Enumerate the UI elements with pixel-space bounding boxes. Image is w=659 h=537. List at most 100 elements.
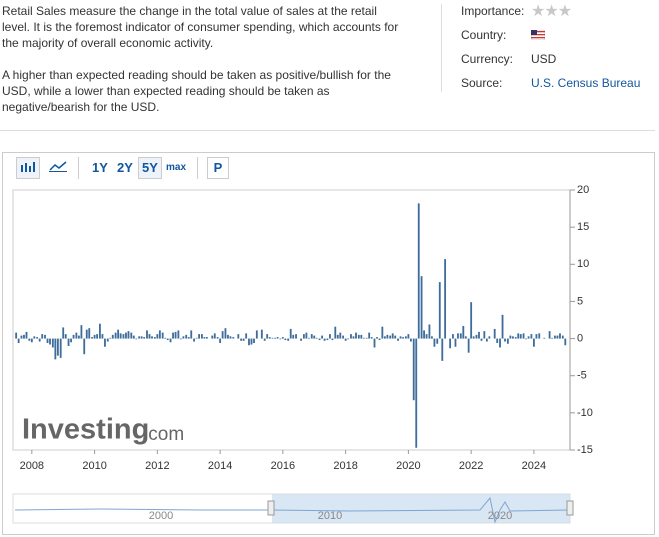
bar (125, 332, 127, 339)
bar (198, 334, 201, 339)
bar (436, 338, 439, 344)
bar (483, 331, 486, 339)
bar (350, 334, 352, 339)
line-icon (49, 161, 67, 172)
range-button[interactable]: 1Y (92, 160, 108, 175)
bar (185, 334, 188, 339)
bar (428, 324, 431, 339)
bar (525, 338, 527, 340)
bar (360, 334, 363, 339)
bar (329, 334, 331, 339)
bar (127, 331, 130, 339)
bar (438, 282, 441, 339)
bar (62, 327, 65, 339)
bar-chart-button[interactable] (16, 157, 40, 179)
bar (409, 338, 412, 342)
bar (551, 337, 554, 339)
bar (237, 334, 240, 339)
pan-button[interactable]: P (207, 157, 229, 179)
bar (64, 334, 67, 339)
importance-stars: ★★★ (531, 3, 572, 20)
bar (342, 335, 345, 339)
bar (281, 337, 284, 339)
bar (457, 333, 459, 339)
bar (295, 334, 297, 339)
source-link[interactable]: U.S. Census Bureau (531, 76, 641, 90)
bar (496, 338, 499, 344)
bar (334, 326, 337, 339)
bar (538, 333, 541, 339)
bar (310, 334, 313, 339)
bar (219, 338, 222, 344)
navigator-label: 2020 (488, 510, 512, 522)
bar (195, 337, 198, 339)
bar (143, 337, 146, 339)
bar (433, 338, 436, 347)
bar (41, 334, 44, 339)
bar (336, 334, 339, 339)
bar (227, 334, 229, 339)
bar (472, 336, 475, 339)
navigator-label: 2010 (318, 510, 342, 522)
currency-label: Currency: (461, 52, 514, 66)
bar (378, 338, 381, 341)
range-button[interactable]: max (165, 162, 186, 173)
bar (365, 337, 368, 339)
navigator-handle[interactable] (566, 500, 574, 516)
bar (464, 336, 467, 339)
importance-label: Importance: (461, 4, 525, 18)
range-button[interactable]: 2Y (117, 160, 133, 175)
bar (15, 332, 18, 339)
bar (156, 334, 159, 339)
x-tick-label: 2020 (396, 460, 420, 472)
navigator-label: 2000 (149, 510, 173, 522)
bar (499, 338, 501, 348)
bar (519, 334, 522, 339)
bar (106, 338, 109, 342)
bar (449, 338, 452, 349)
bar-icon (21, 162, 35, 172)
bar (279, 338, 282, 340)
navigator-selection (272, 494, 570, 523)
bar (240, 338, 243, 341)
bar (532, 338, 535, 347)
x-tick-label: 2014 (208, 460, 232, 472)
bar (417, 203, 420, 339)
bar (28, 338, 31, 341)
bar (174, 331, 177, 339)
bar (509, 335, 512, 339)
bar (559, 333, 561, 339)
bar (274, 337, 276, 339)
bar (266, 334, 269, 339)
bar (305, 332, 308, 339)
bar (187, 337, 190, 339)
range-button[interactable]: 5Y (138, 157, 162, 179)
bar (504, 338, 506, 342)
currency: USD (531, 52, 557, 66)
bar (96, 334, 99, 339)
y-tick-label: -15 (577, 444, 593, 456)
bar (164, 337, 167, 339)
bar (300, 338, 302, 341)
x-tick-label: 2012 (145, 460, 169, 472)
bar (355, 332, 357, 339)
chart-panel (2, 152, 655, 535)
bar (444, 259, 447, 339)
bar (99, 323, 101, 339)
bar (179, 338, 182, 340)
bar (289, 328, 292, 339)
bar (543, 337, 546, 339)
bar (206, 337, 208, 339)
bar (467, 338, 470, 353)
bar (119, 333, 122, 339)
x-tick-label: 2010 (82, 460, 106, 472)
bar (271, 337, 274, 339)
line-chart-button[interactable] (46, 157, 70, 179)
bar (38, 338, 41, 342)
divider (441, 4, 442, 92)
bar (20, 335, 23, 339)
bar (462, 325, 465, 339)
navigator-handle[interactable] (267, 500, 275, 516)
bar (394, 335, 397, 339)
bar (452, 334, 454, 339)
